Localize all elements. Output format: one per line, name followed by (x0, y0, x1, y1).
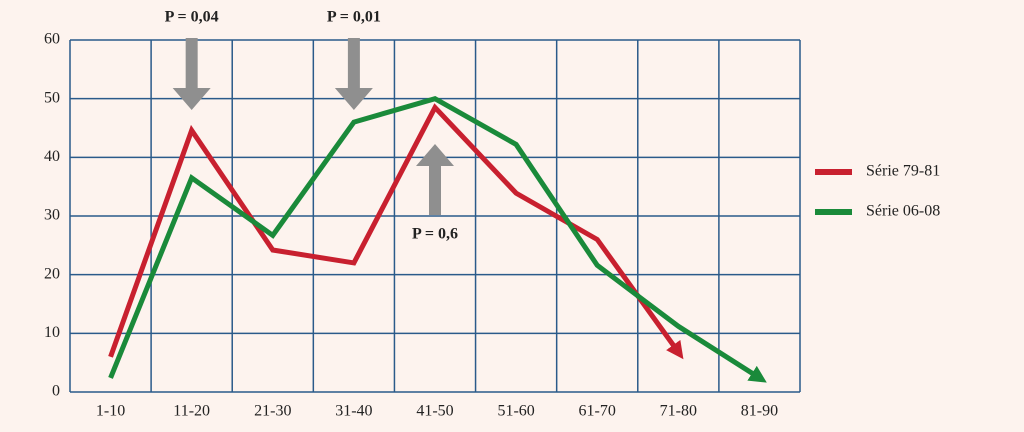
annotation: P = 0,01 (327, 9, 381, 26)
x-tick-label: 41-50 (416, 403, 453, 420)
legend-label: Série 06-08 (866, 203, 940, 220)
y-tick-label: 0 (52, 383, 60, 400)
y-tick-label: 20 (44, 265, 60, 282)
x-tick-label: 61-70 (579, 403, 616, 420)
x-tick-label: 31-40 (335, 403, 372, 420)
y-tick-label: 60 (44, 31, 60, 48)
y-tick-label: 30 (44, 207, 60, 224)
annotation: P = 0,6 (412, 226, 458, 243)
y-tick-label: 50 (44, 89, 60, 106)
annotation-arrow (172, 38, 211, 110)
x-tick-label: 51-60 (497, 403, 534, 420)
y-tick-label: 10 (44, 324, 60, 341)
series-line (108, 103, 684, 360)
y-tick-label: 40 (44, 148, 60, 165)
series-line (108, 95, 767, 383)
x-tick-label: 81-90 (741, 403, 778, 420)
annotation-arrow (416, 144, 454, 215)
legend-label: Série 79-81 (866, 163, 940, 180)
x-tick-label: 21-30 (254, 403, 291, 420)
x-tick-label: 11-20 (173, 403, 210, 420)
annotation: P = 0,04 (165, 9, 219, 26)
annotation-arrow (334, 38, 373, 110)
x-tick-label: 71-80 (660, 403, 697, 420)
x-tick-label: 1-10 (96, 403, 125, 420)
